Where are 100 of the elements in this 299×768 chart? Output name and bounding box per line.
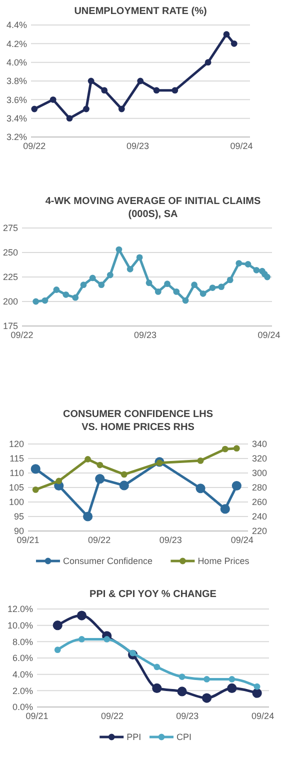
y-tick-label: 12.0% (7, 604, 33, 614)
point (152, 683, 162, 694)
point (120, 471, 128, 478)
point (154, 664, 160, 670)
point (106, 272, 114, 278)
point (126, 266, 134, 272)
point (178, 674, 186, 680)
x-tick-label: 09/23 (176, 711, 199, 721)
y-tick-label: 3.4% (6, 113, 27, 124)
y-tick-label: 4.2% (6, 38, 27, 49)
x-tick-label: 09/23 (159, 535, 182, 545)
y-tick-label: 4.0% (12, 669, 33, 680)
point (118, 106, 125, 112)
point (30, 464, 40, 474)
point (220, 504, 230, 514)
point (173, 288, 180, 295)
y-tick-label: 4.0% (6, 57, 27, 68)
point (156, 460, 163, 466)
point (116, 246, 122, 253)
y2-tick-label: 220 (252, 526, 268, 536)
point (96, 462, 104, 468)
y-tick-label: 4.4% (6, 20, 27, 30)
point (32, 298, 40, 305)
point (130, 650, 136, 656)
point (209, 284, 216, 291)
chart-title: PPI & CPI YOY % CHANGE (90, 589, 217, 600)
point (101, 87, 108, 94)
y-tick-label: 2.0% (12, 686, 33, 696)
point (177, 686, 187, 696)
x-tick-label: 09/22 (88, 535, 111, 545)
y-tick-label: 90 (14, 526, 24, 536)
point (95, 474, 105, 484)
point (232, 480, 242, 491)
y-tick-label: 95 (14, 512, 24, 522)
legend-label: CPI (176, 732, 192, 742)
point (244, 261, 252, 268)
point (76, 610, 87, 620)
legend-label: PPI (126, 732, 142, 742)
y-tick-label: 200 (2, 296, 18, 307)
point (31, 106, 38, 112)
y-tick-label: 110 (10, 468, 24, 478)
point (200, 290, 206, 297)
point (223, 31, 230, 38)
point (66, 115, 73, 122)
x-tick-label: 09/24 (258, 330, 280, 340)
point (236, 260, 242, 266)
point (42, 297, 48, 304)
point (137, 78, 144, 84)
point (119, 480, 129, 490)
point (228, 676, 236, 682)
y-tick-label: 10.0% (7, 620, 33, 630)
point (204, 59, 212, 66)
point (182, 297, 189, 304)
point (83, 106, 90, 112)
point (78, 636, 85, 642)
y2-tick-label: 260 (252, 497, 268, 508)
x-tick-label: 09/21 (16, 535, 40, 545)
chart-title: UNEMPLOYMENT RATE (%) (74, 6, 207, 17)
y-tick-label: 3.2% (6, 132, 27, 142)
x-tick-label: 09/23 (134, 330, 157, 340)
x-tick-label: 09/22 (23, 141, 46, 151)
x-tick-label: 09/24 (252, 711, 274, 721)
point (154, 288, 162, 295)
point (98, 282, 105, 288)
point (54, 646, 61, 654)
point (62, 291, 70, 298)
point (84, 456, 91, 462)
x-tick-label: 09/22 (100, 711, 124, 721)
y-tick-label: 100 (8, 497, 24, 508)
legend-label: Home Prices (198, 556, 250, 566)
point (204, 676, 210, 682)
point (52, 620, 62, 630)
point (196, 484, 206, 494)
point (56, 478, 62, 484)
point (136, 254, 143, 261)
point (227, 683, 237, 694)
y-tick-label: 0.0% (12, 702, 33, 712)
point (89, 274, 96, 282)
point (164, 280, 170, 288)
point (197, 457, 204, 464)
y-tick-label: 105 (8, 482, 24, 493)
x-tick-label: 09/22 (10, 330, 34, 340)
y-tick-label: 6.0% (12, 653, 33, 664)
x-tick-label: 09/24 (230, 535, 254, 545)
chart-title: CONSUMER CONFIDENCE LHS VS. HOME PRICES RHS (62, 409, 214, 433)
point (226, 276, 234, 284)
y-tick-label: 275 (2, 223, 18, 234)
point (230, 40, 238, 47)
point (50, 96, 56, 103)
y2-tick-label: 280 (252, 482, 268, 493)
y-tick-label: 3.8% (6, 76, 27, 86)
y-tick-label: 120 (8, 439, 24, 450)
y-tick-label: 8.0% (12, 636, 33, 647)
point (254, 683, 260, 690)
y2-tick-label: 300 (252, 468, 268, 478)
point (222, 446, 228, 452)
y-tick-label: 175 (2, 321, 18, 332)
point (146, 280, 152, 286)
point (233, 445, 240, 452)
y2-tick-label: 320 (252, 454, 268, 464)
